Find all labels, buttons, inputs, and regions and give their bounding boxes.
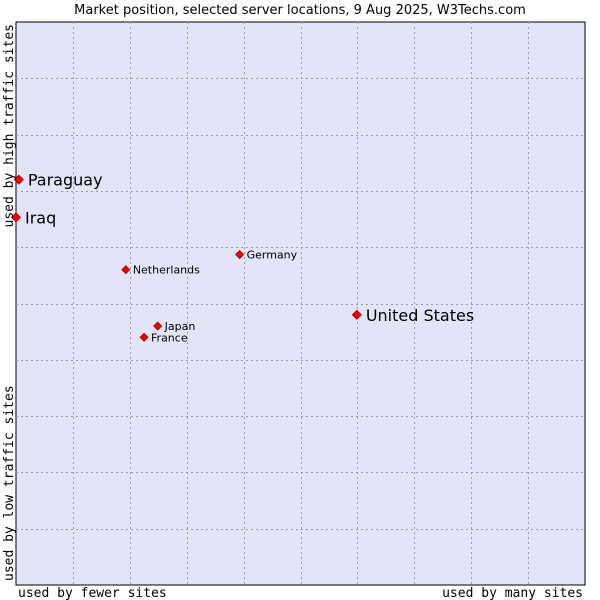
point-label: Germany <box>247 249 298 262</box>
x-axis-label-right: used by many sites <box>442 586 583 600</box>
y-axis-label-bottom: used by low traffic sites <box>2 385 17 581</box>
point-label: France <box>151 331 188 344</box>
point-label: Paraguay <box>28 171 103 190</box>
point-marker <box>139 332 149 342</box>
data-point-france: France <box>139 331 188 344</box>
data-points: Paraguay Iraq Germany Netherlands United Sta… <box>10 171 474 344</box>
point-label: Japan <box>164 320 196 333</box>
x-axis-label-left: used by fewer sites <box>18 586 167 600</box>
point-label: Netherlands <box>133 264 200 277</box>
point-marker <box>351 309 362 320</box>
data-point-paraguay: Paraguay <box>13 171 103 190</box>
point-marker <box>153 321 163 331</box>
point-marker <box>13 174 24 185</box>
point-marker <box>10 212 22 223</box>
point-marker <box>121 265 131 275</box>
data-point-japan: Japan <box>153 320 196 333</box>
point-label: Iraq <box>25 208 56 227</box>
chart-title: Market position, selected server locatio… <box>74 3 526 18</box>
data-point-netherlands: Netherlands <box>121 264 200 277</box>
grid-lines <box>16 22 585 585</box>
data-point-united-states: United States <box>351 306 474 325</box>
point-marker <box>235 249 245 260</box>
data-point-iraq: Iraq <box>10 208 56 227</box>
data-point-germany: Germany <box>235 249 298 262</box>
point-label: United States <box>366 306 474 325</box>
y-axis-label-top: used by high traffic sites <box>2 24 17 228</box>
plot-area <box>15 21 586 586</box>
